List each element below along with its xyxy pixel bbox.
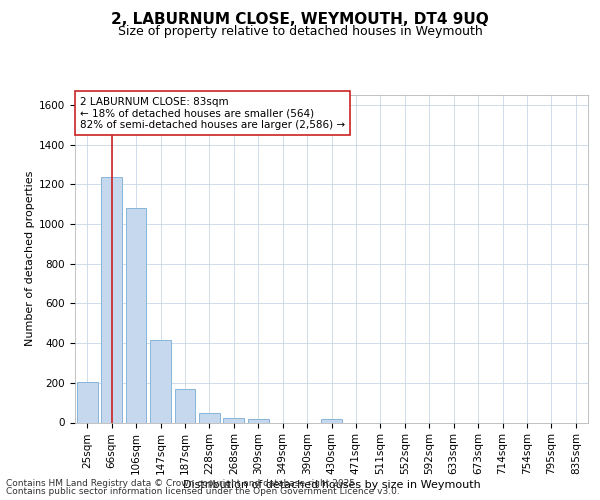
Bar xyxy=(101,178,122,422)
Bar xyxy=(150,340,171,422)
Text: Contains HM Land Registry data © Crown copyright and database right 2025.: Contains HM Land Registry data © Crown c… xyxy=(6,478,358,488)
Text: 2, LABURNUM CLOSE, WEYMOUTH, DT4 9UQ: 2, LABURNUM CLOSE, WEYMOUTH, DT4 9UQ xyxy=(111,12,489,28)
Y-axis label: Number of detached properties: Number of detached properties xyxy=(25,171,35,346)
X-axis label: Distribution of detached houses by size in Weymouth: Distribution of detached houses by size … xyxy=(182,480,481,490)
Text: 2 LABURNUM CLOSE: 83sqm
← 18% of detached houses are smaller (564)
82% of semi-d: 2 LABURNUM CLOSE: 83sqm ← 18% of detache… xyxy=(80,96,345,130)
Bar xyxy=(199,412,220,422)
Bar xyxy=(125,208,146,422)
Bar xyxy=(223,418,244,422)
Bar xyxy=(321,418,342,422)
Text: Contains public sector information licensed under the Open Government Licence v3: Contains public sector information licen… xyxy=(6,487,400,496)
Bar xyxy=(248,418,269,422)
Bar xyxy=(77,382,98,422)
Bar xyxy=(175,389,196,422)
Text: Size of property relative to detached houses in Weymouth: Size of property relative to detached ho… xyxy=(118,25,482,38)
